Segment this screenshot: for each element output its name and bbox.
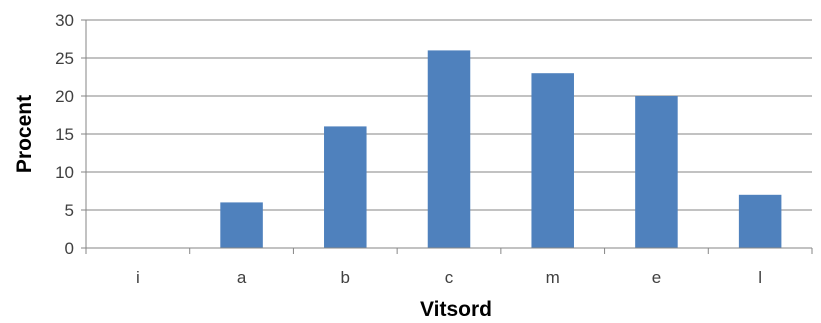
x-axis-title: Vitsord [420, 298, 492, 321]
y-tick-label: 30 [55, 11, 74, 30]
bar-a [220, 202, 263, 248]
bar-m [531, 73, 574, 248]
y-tick-label: 5 [65, 201, 74, 220]
bar-e [635, 96, 678, 248]
y-tick-label: 25 [55, 49, 74, 68]
y-tick-label: 10 [55, 163, 74, 182]
bar-l [738, 194, 782, 248]
x-tick-label: i [136, 268, 140, 287]
y-tick-label: 0 [65, 239, 74, 258]
y-axis-title: Procent [13, 95, 36, 173]
axes [85, 20, 813, 254]
x-tick-label: e [652, 268, 661, 287]
bar-b [324, 126, 367, 248]
x-tick-label: l [758, 268, 762, 287]
y-tick-label: 15 [55, 125, 74, 144]
bars [220, 50, 782, 249]
bar-c [427, 50, 471, 249]
x-tick-label: m [546, 268, 560, 287]
x-tick-label: b [341, 268, 350, 287]
y-tick-label: 20 [55, 87, 74, 106]
y-tick-labels: 0 5 10 15 20 25 30 [55, 11, 74, 258]
x-tick-label: c [445, 268, 454, 287]
x-tick-label: a [237, 268, 247, 287]
